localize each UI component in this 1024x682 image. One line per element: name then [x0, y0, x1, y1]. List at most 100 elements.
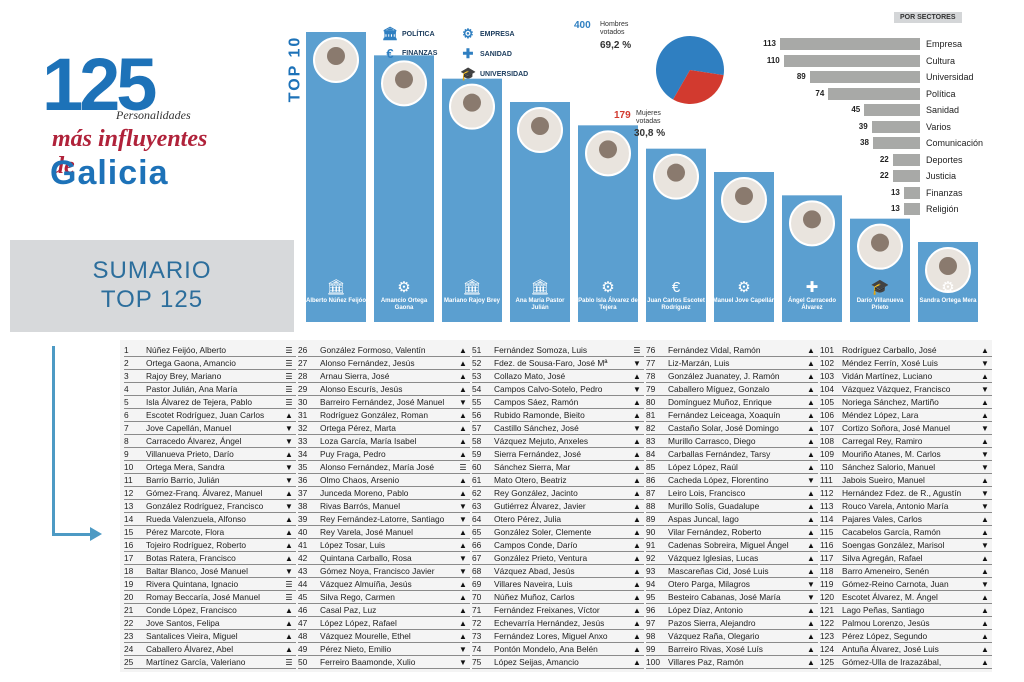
list-item: 5 Isla Álvarez de Tejera, Pablo ☰: [124, 396, 296, 409]
person-name: Gómez-Ulla de Irazazábal,: [842, 657, 942, 667]
list-item: 56 Rubido Ramonde, Bieito ▲: [472, 409, 644, 422]
list-item: 122 Palmou Lorenzo, Jesús ▲: [820, 617, 992, 630]
sector-bar: [892, 170, 920, 182]
sector-value: 22: [879, 171, 889, 180]
rank-number: 119: [820, 579, 834, 589]
sector-row: 113 Empresa: [760, 37, 1020, 51]
person-name: Quintana Carballo, Rosa: [320, 553, 412, 563]
person-name: Murillo Solís, Guadalupe: [668, 501, 760, 511]
logo-line1: Personalidades: [116, 108, 191, 122]
person-name: Sierra Fernández, José: [494, 449, 582, 459]
rank-number: 111: [820, 475, 833, 485]
list-item: 125 Gómez-Ulla de Irazazábal, ▲: [820, 656, 992, 669]
rank-number: 95: [646, 592, 656, 602]
triangle-up-icon: ▲: [459, 541, 467, 550]
rank-number: 23: [124, 631, 134, 641]
rank-number: 84: [646, 449, 656, 459]
list-item: 14 Rueda Valenzuela, Alfonso ▲: [124, 513, 296, 526]
triangle-up-icon: ▲: [981, 411, 989, 420]
list-item: 15 Pérez Marcote, Flora ▲: [124, 526, 296, 539]
list-item: 9 Villanueva Prieto, Darío ▲: [124, 448, 296, 461]
person-name: Pérez Nieto, Emilio: [320, 644, 392, 654]
list-item: 108 Carregal Rey, Ramiro ▲: [820, 435, 992, 448]
triangle-up-icon: ▲: [633, 619, 641, 628]
rank-number: 87: [646, 488, 656, 498]
person-name: Rodríguez González, Roman: [320, 410, 428, 420]
sector-bar: [783, 54, 920, 67]
sumario-box: SUMARIO TOP 125: [10, 240, 294, 332]
list-item: 100 Villares Paz, Ramón ▲: [646, 656, 818, 669]
list-item: 47 López López, Rafael ▲: [298, 617, 470, 630]
list-item: 116 Soengas González, Marisol ▼: [820, 539, 992, 552]
sector-value: 45: [851, 105, 861, 114]
list-item: 34 Puy Fraga, Pedro ▲: [298, 448, 470, 461]
euro-icon: €: [386, 46, 394, 61]
rank-number: 120: [820, 592, 834, 602]
person-name: Junceda Moreno, Pablo: [320, 488, 409, 498]
sector-name: Cultura: [926, 55, 956, 66]
legend-item: ⚙ EMPRESA: [460, 26, 514, 42]
rank-number: 38: [298, 501, 308, 511]
list-item: 18 Baltar Blanco, José Manuel ▼: [124, 565, 296, 578]
list-item: 121 Lago Peñas, Santiago ▲: [820, 604, 992, 617]
person-name: Hernández Fdez. de R., Agustín: [842, 488, 962, 498]
pie-men-count-label: 400: [574, 20, 591, 31]
person-name: Caballero Míguez, Gonzalo: [668, 384, 770, 394]
triangle-up-icon: ▲: [459, 528, 467, 537]
logo: 125 Personalidades más influyentes de Ga…: [38, 48, 216, 198]
person-name: López Seijas, Amancio: [494, 657, 579, 667]
triangle-up-icon: ▲: [807, 359, 815, 368]
sector-bar: [903, 203, 920, 215]
triangle-up-icon: ▲: [459, 424, 467, 433]
top10-bar-name: Ángel Carracedo Álvarez: [787, 298, 836, 311]
equal-icon: ☰: [285, 359, 293, 368]
person-name: Escotet Rodríguez, Juan Carlos: [146, 410, 265, 420]
triangle-up-icon: ▲: [459, 489, 467, 498]
list-item: 23 Santalices Vieira, Miguel ▲: [124, 630, 296, 643]
sector-row: 13 Finanzas: [760, 186, 1020, 200]
triangle-up-icon: ▲: [633, 593, 641, 602]
triangle-up-icon: ▲: [981, 619, 989, 628]
pie-slice-men: [656, 35, 724, 100]
rank-number: 107: [820, 423, 834, 433]
list-item: 76 Fernández Vidal, Ramón ▲: [646, 344, 818, 357]
list-item: 58 Vázquez Mejuto, Anxeles ▲: [472, 435, 644, 448]
logo-number: 125: [42, 43, 157, 126]
rank-number: 65: [472, 527, 482, 537]
legend-label: FINANZAS: [402, 50, 438, 57]
person-name: Tojeiro Rodríguez, Roberto: [146, 540, 247, 550]
list-item: 33 Loza García, María Isabel ▲: [298, 435, 470, 448]
triangle-up-icon: ▲: [285, 515, 293, 524]
rank-number: 124: [820, 644, 834, 654]
rank-number: 7: [124, 423, 129, 433]
triangle-down-icon: ▼: [981, 580, 989, 589]
legend-label: POLÍTICA: [402, 30, 435, 38]
portrait-head: [463, 93, 481, 112]
list-item: 55 Campos Sáez, Ramón ▲: [472, 396, 644, 409]
rank-number: 40: [298, 527, 308, 537]
rank-number: 125: [820, 657, 834, 667]
top10-bar-name: Manuel Jove Capellán: [712, 298, 776, 304]
rank-number: 75: [472, 657, 482, 667]
legend-item: 🏛 POLÍTICA: [382, 26, 435, 42]
triangle-up-icon: ▲: [633, 502, 641, 511]
rank-number: 50: [298, 657, 308, 667]
list-item: 59 Sierra Fernández, José ▲: [472, 448, 644, 461]
person-name: Gómez-Franq. Álvarez, Manuel: [146, 488, 263, 498]
list-item: 95 Besteiro Cabanas, José María ▼: [646, 591, 818, 604]
person-name: Carballas Fernández, Tarsy: [668, 449, 771, 459]
triangle-up-icon: ▲: [633, 411, 641, 420]
person-name: Vázquez Iglesias, Lucas: [668, 553, 759, 563]
person-name: Rouco Varela, Antonio María: [842, 501, 949, 511]
person-name: Antuña Álvarez, José Luis: [842, 644, 939, 654]
rank-number: 122: [820, 618, 834, 628]
person-name: Núñez Feijóo, Alberto: [146, 345, 227, 355]
rank-number: 1: [124, 345, 129, 355]
rank-number: 16: [124, 540, 134, 550]
list-item: 107 Cortizo Soñora, José Manuel ▼: [820, 422, 992, 435]
list-item: 3 Rajoy Brey, Mariano ☰: [124, 370, 296, 383]
person-name: Pajares Vales, Carlos: [842, 514, 922, 524]
triangle-up-icon: ▲: [633, 515, 641, 524]
triangle-down-icon: ▼: [459, 554, 467, 563]
person-name: Fernández Vidal, Ramón: [668, 345, 761, 355]
